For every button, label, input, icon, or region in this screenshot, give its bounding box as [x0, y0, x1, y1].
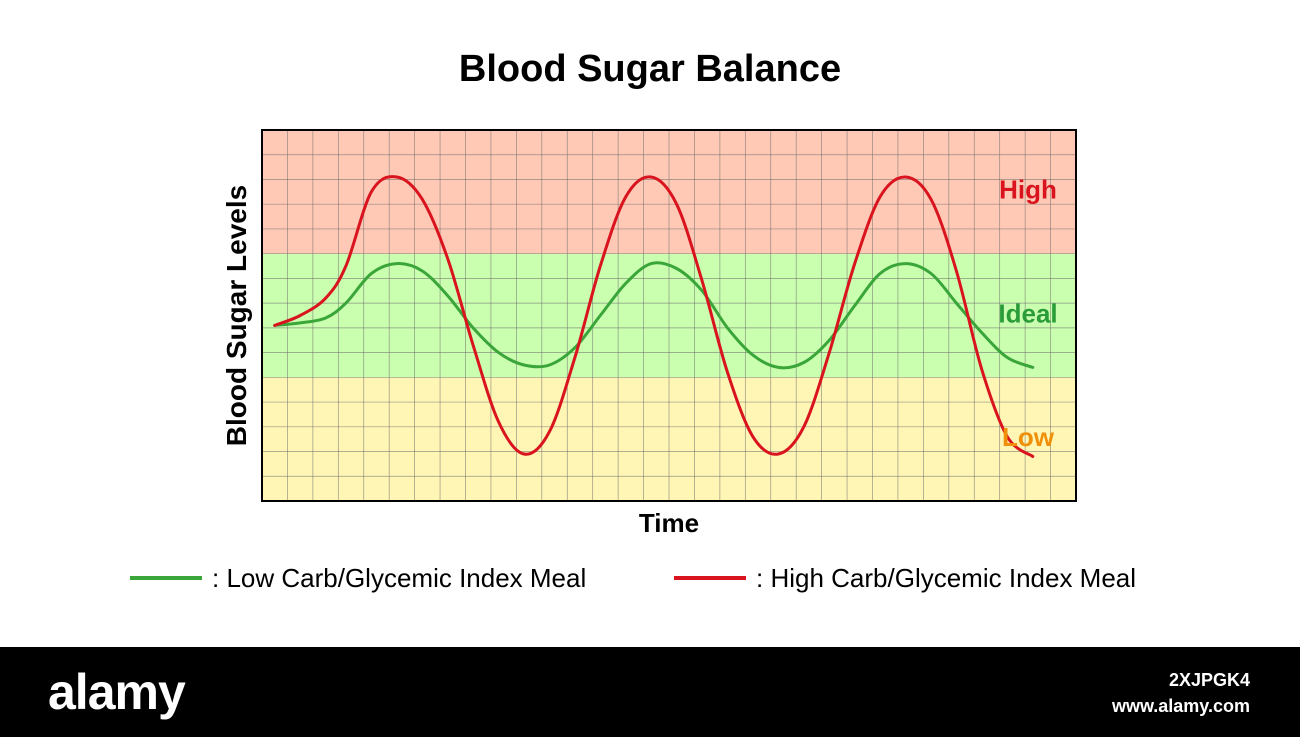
stock-info: 2XJPGK4 www.alamy.com	[1112, 667, 1250, 719]
chart-grid	[262, 130, 1076, 501]
y-axis-label: Blood Sugar Levels	[221, 185, 252, 446]
series-line-low-carb	[273, 261, 1035, 370]
legend-item-low-carb: : Low Carb/Glycemic Index Meal	[130, 558, 586, 598]
x-axis-label: Time	[639, 508, 699, 538]
legend-label-low-carb: : Low Carb/Glycemic Index Meal	[212, 562, 587, 593]
blood-sugar-chart: High Ideal Low Time Blood Sugar Levels	[221, 129, 1077, 538]
site-url: www.alamy.com	[1111, 696, 1250, 716]
legend-swatch-low-carb	[130, 576, 202, 580]
zone-label-ideal: Ideal	[998, 298, 1057, 328]
legend-label-high-carb: : High Carb/Glycemic Index Meal	[756, 562, 1137, 593]
plot-frame	[261, 129, 1077, 502]
legend-swatch-high-carb	[674, 576, 746, 580]
chart-title: Blood Sugar Balance	[458, 48, 842, 90]
zone-labels: High Ideal Low	[998, 175, 1057, 452]
zone-label-low: Low	[1002, 422, 1055, 452]
series-lines	[273, 175, 1035, 458]
series-line-high-carb	[273, 175, 1035, 458]
stock-id: 2XJPGK4	[1168, 670, 1250, 690]
zone-label-high: High	[999, 175, 1057, 205]
legend-item-high-carb: : High Carb/Glycemic Index Meal	[674, 558, 1136, 598]
footer-bar: alamy 2XJPGK4 www.alamy.com	[0, 647, 1300, 737]
brand-logo: alamy	[48, 664, 186, 720]
